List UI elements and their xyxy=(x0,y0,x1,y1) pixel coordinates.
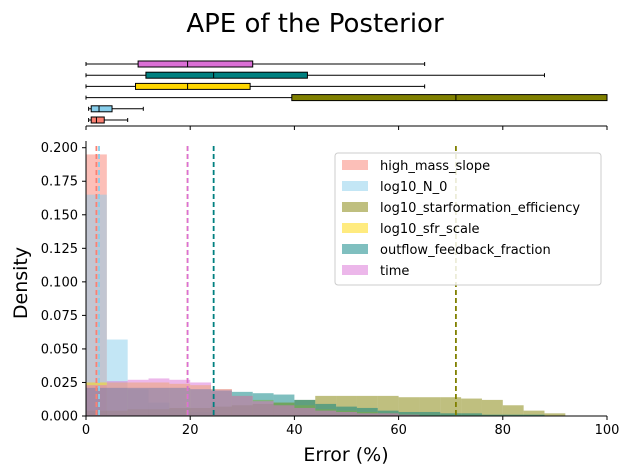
histogram-panel: 0 20 40 60 80 100 0.0000.0250.0500.0750.1000.… xyxy=(41,141,620,438)
box-rect xyxy=(134,82,251,90)
hist-bar xyxy=(398,411,420,416)
hist-bar xyxy=(356,413,378,416)
y-tick-label: 0.150 xyxy=(41,208,78,223)
hist-bar xyxy=(461,413,482,416)
legend-swatch xyxy=(342,265,368,275)
box-plot-panel xyxy=(85,60,608,130)
legend-label: time xyxy=(380,264,409,279)
hist-bar xyxy=(544,413,566,416)
hist-bar xyxy=(211,389,232,416)
y-tick-label: 0.125 xyxy=(41,242,78,257)
legend-swatch xyxy=(342,202,368,212)
hist-bar xyxy=(523,414,545,416)
x-tick-label: 100 xyxy=(595,423,620,438)
hist-bar xyxy=(440,413,462,416)
hist-bar xyxy=(106,381,128,416)
y-tick-label: 0.050 xyxy=(41,342,78,357)
y-tick-label: 0.100 xyxy=(41,275,78,290)
legend-swatch xyxy=(342,181,368,191)
hist-bar xyxy=(86,385,107,416)
legend-label: log10_starformation_efficiency xyxy=(380,201,580,216)
y-tick-label: 0.200 xyxy=(41,141,78,156)
x-axis-label: Error (%) xyxy=(303,444,388,466)
y-tick-label: 0.075 xyxy=(41,309,78,324)
legend-swatch xyxy=(342,223,368,233)
box-rect xyxy=(90,116,105,124)
hist-bar xyxy=(273,405,295,416)
hist-bar xyxy=(481,399,503,416)
hist-bar xyxy=(356,407,378,416)
legend-label: log10_N_0 xyxy=(380,180,447,195)
x-tick-label: 0 xyxy=(82,423,90,438)
hist-bar xyxy=(398,414,420,416)
hist-bar xyxy=(86,194,107,416)
hist-bar xyxy=(440,397,462,416)
legend-frame xyxy=(334,152,602,286)
hist-bar xyxy=(169,379,191,416)
box-plot xyxy=(85,82,426,90)
hist-bar xyxy=(148,378,170,416)
legend-swatch xyxy=(342,160,368,170)
x-tick-label: 80 xyxy=(495,423,512,438)
hist-bar xyxy=(336,411,357,416)
box-plot xyxy=(88,116,129,124)
legend: high_mass_slope log10_N_0 log10_starformat… xyxy=(334,152,602,286)
box-plot xyxy=(85,60,426,68)
legend-label: log10_sfr_scale xyxy=(380,222,480,237)
y-tick-label: 0.000 xyxy=(41,410,78,425)
x-ticks: 0 20 40 60 80 100 xyxy=(82,416,620,438)
hist-bar xyxy=(523,410,545,416)
box-rect xyxy=(137,60,254,68)
y-tick-label: 0.025 xyxy=(41,376,78,391)
y-axis-label: Density xyxy=(10,247,32,319)
legend-label: high_mass_slope xyxy=(380,159,490,174)
hist-bar xyxy=(294,407,316,416)
hist-bar xyxy=(419,397,441,416)
box-rect xyxy=(90,105,113,113)
hist-bar xyxy=(231,395,253,416)
hist-bar xyxy=(252,401,274,416)
box-plot xyxy=(85,94,608,102)
box-rect xyxy=(145,71,308,79)
hist-bar xyxy=(481,414,503,416)
y-tick-label: 0.175 xyxy=(41,175,78,190)
hist-bar xyxy=(315,410,337,416)
axes xyxy=(85,141,607,417)
hist-bar xyxy=(377,413,399,416)
hist-bar xyxy=(336,406,357,416)
box-rect xyxy=(291,94,608,102)
hist-bar xyxy=(419,411,441,416)
box-plot xyxy=(85,71,545,79)
hist-bar xyxy=(398,397,420,416)
hist-bar xyxy=(190,382,212,416)
x-tick-label: 40 xyxy=(286,423,303,438)
hist-bar xyxy=(127,379,149,416)
hist-bar xyxy=(502,414,524,416)
y-ticks: 0.000 0.025 0.050 0.075 0.100 0.125 0.150 0.175… xyxy=(41,141,86,425)
legend-label: outflow_feedback_fraction xyxy=(380,243,551,258)
legend-swatch xyxy=(342,244,368,254)
hist-bar xyxy=(502,405,524,416)
x-tick-label: 60 xyxy=(390,423,407,438)
box-plot xyxy=(88,105,144,113)
hist-bar xyxy=(461,398,482,416)
chart-title: APE of the Posterior xyxy=(186,9,444,39)
x-tick-label: 20 xyxy=(182,423,199,438)
histogram-bars xyxy=(86,154,566,417)
